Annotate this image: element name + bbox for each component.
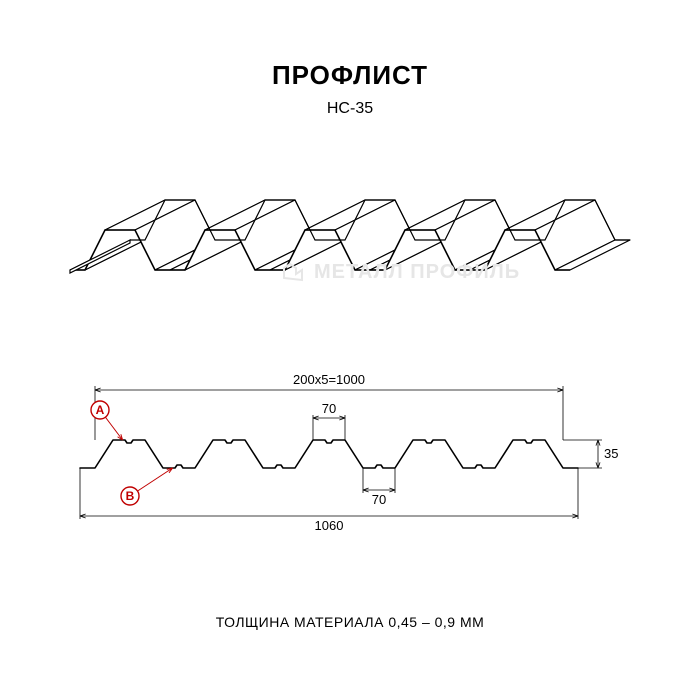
dim-bottom-span: 1060 bbox=[315, 518, 344, 533]
dim-top-flat: 70 bbox=[322, 401, 336, 416]
dim-bottom-flat: 70 bbox=[372, 492, 386, 507]
cross-section-svg: 200х5=1000 70 70 35 1060 A B bbox=[50, 360, 650, 540]
page-title: ПРОФЛИСТ bbox=[0, 60, 700, 91]
perspective-view: МЕТАЛЛ ПРОФИЛЬ bbox=[50, 150, 650, 330]
dim-top-span: 200х5=1000 bbox=[293, 372, 365, 387]
thickness-note: ТОЛЩИНА МАТЕРИАЛА 0,45 – 0,9 ММ bbox=[0, 614, 700, 630]
product-code: НС-35 bbox=[0, 100, 700, 118]
dim-height: 35 bbox=[604, 446, 618, 461]
perspective-svg bbox=[50, 150, 650, 330]
cross-section: 200х5=1000 70 70 35 1060 A B bbox=[50, 360, 650, 540]
marker-a: A bbox=[96, 403, 105, 417]
marker-b: B bbox=[126, 489, 135, 503]
page: ПРОФЛИСТ НС-35 МЕТАЛЛ ПРОФИЛЬ 200х5=1000… bbox=[0, 0, 700, 700]
